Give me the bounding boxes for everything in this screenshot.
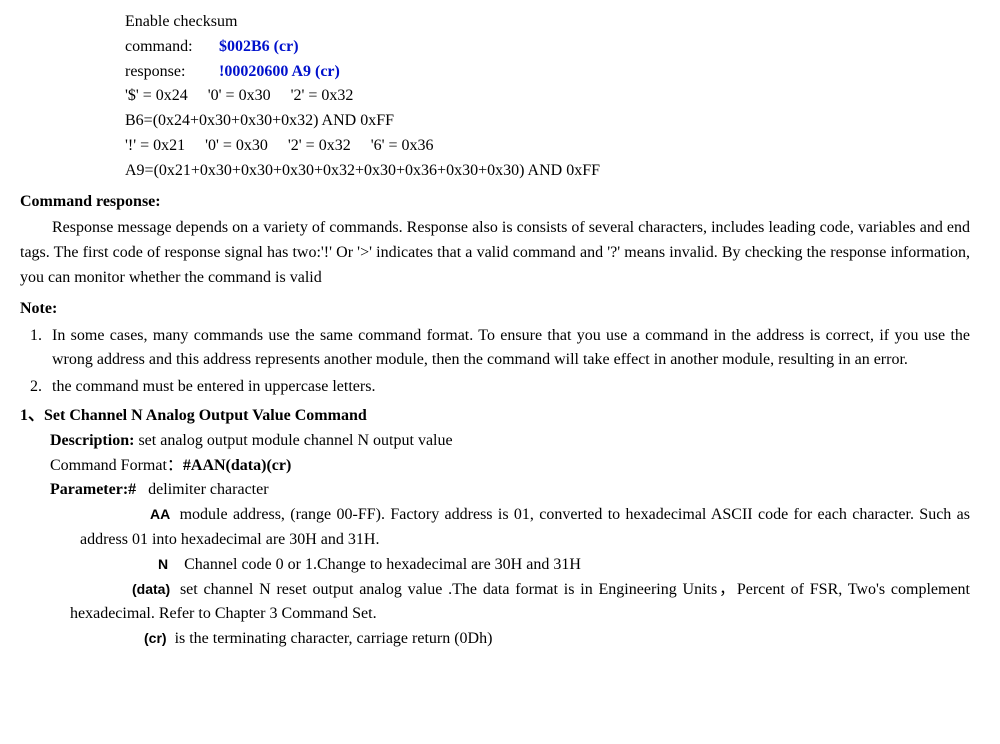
- calc-line-3: '!' = 0x21 '0' = 0x30 '2' = 0x32 '6' = 0…: [125, 134, 970, 159]
- cmd1-aa-label: AA: [150, 506, 170, 522]
- cmd1-n-label: N: [158, 556, 168, 572]
- cmd1-data-label: (data): [132, 581, 170, 597]
- checksum-response-line: response: !00020600 A9 (cr): [125, 60, 970, 85]
- cmd1-n-text: Channel code 0 or 1.Change to hexadecima…: [172, 556, 581, 573]
- note-list: In some cases, many commands use the sam…: [20, 324, 970, 400]
- cmd1-param-label: Parameter:#: [50, 481, 136, 498]
- note-item-2: the command must be entered in uppercase…: [46, 375, 970, 400]
- calc-line-4: A9=(0x21+0x30+0x30+0x30+0x32+0x30+0x36+0…: [125, 159, 970, 184]
- calc-line-1: '$' = 0x24 '0' = 0x30 '2' = 0x32: [125, 84, 970, 109]
- checksum-command-line: command: $002B6 (cr): [125, 35, 970, 60]
- cmd1-data-text: set channel N reset output analog value …: [70, 581, 970, 623]
- response-value: !00020600 A9 (cr): [219, 63, 340, 80]
- cmd1-desc-text: set analog output module channel N outpu…: [134, 432, 452, 449]
- cmd1-cr-line: (cr) is the terminating character, carri…: [80, 627, 970, 652]
- command-value: $002B6 (cr): [219, 38, 299, 55]
- cmd1-cr-text: is the terminating character, carriage r…: [171, 630, 493, 647]
- cmd1-format-label: Command Format：: [50, 457, 183, 474]
- cmd1-cr-label: (cr): [144, 630, 167, 646]
- cmd1-data-line: (data) set channel N reset output analog…: [70, 578, 970, 628]
- cmd1-n-line: N Channel code 0 or 1.Change to hexadeci…: [80, 553, 970, 578]
- cmd1-aa-text: module address, (range 00-FF). Factory a…: [80, 506, 970, 548]
- cmd1-title: 1、Set Channel N Analog Output Value Comm…: [20, 404, 970, 429]
- cmd1-description-line: Description: set analog output module ch…: [50, 429, 970, 454]
- command-response-body: Response message depends on a variety of…: [20, 216, 970, 290]
- cmd1-aa-line: AA module address, (range 00-FF). Factor…: [80, 503, 970, 553]
- cmd1-param-hash-text: delimiter character: [136, 481, 268, 498]
- response-label: response:: [125, 60, 215, 85]
- note-heading: Note:: [20, 297, 970, 322]
- calc-line-2: B6=(0x24+0x30+0x30+0x32) AND 0xFF: [125, 109, 970, 134]
- cmd1-desc-label: Description:: [50, 432, 134, 449]
- cmd1-format-value: #AAN(data)(cr): [183, 457, 291, 474]
- checksum-title: Enable checksum: [125, 10, 970, 35]
- command-label: command:: [125, 35, 215, 60]
- command-response-heading: Command response:: [20, 190, 970, 215]
- cmd1-format-line: Command Format：#AAN(data)(cr): [50, 454, 970, 479]
- note-item-1: In some cases, many commands use the sam…: [46, 324, 970, 374]
- cmd1-param-hash-line: Parameter:# delimiter character: [50, 478, 970, 503]
